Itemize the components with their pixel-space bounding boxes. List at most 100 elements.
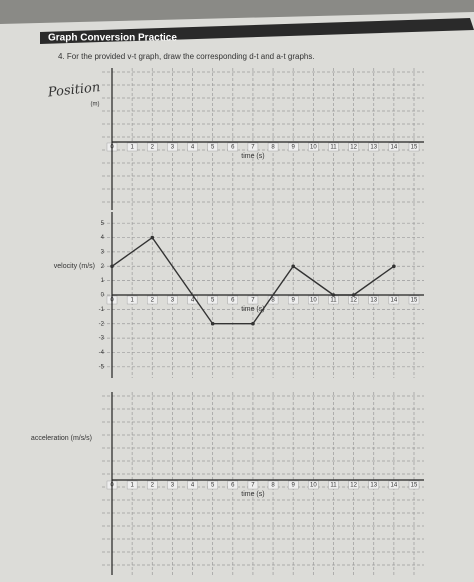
x-tick-label: 8 bbox=[271, 298, 275, 304]
tick-box bbox=[388, 480, 400, 490]
tick-box bbox=[408, 142, 420, 152]
x-tick-label: 4 bbox=[191, 483, 195, 489]
x-tick-label: 12 bbox=[350, 298, 357, 304]
x-tick-label: 5 bbox=[211, 298, 215, 304]
x-tick-label: 3 bbox=[171, 298, 175, 304]
x-tick-label: 8 bbox=[271, 483, 275, 489]
tick-box bbox=[368, 142, 379, 152]
y-tick-label: 2 bbox=[101, 264, 105, 270]
x-tick-label: 11 bbox=[330, 145, 337, 151]
x-tick-label: 15 bbox=[411, 483, 418, 489]
tick-box bbox=[147, 295, 158, 305]
tick-box bbox=[187, 480, 198, 490]
tick-box bbox=[126, 142, 138, 152]
shadow bbox=[0, 0, 474, 24]
x-tick-label: 11 bbox=[330, 483, 337, 489]
data-point bbox=[392, 264, 396, 269]
y-tick-label: -2 bbox=[99, 321, 105, 327]
x-tick-label: 14 bbox=[391, 298, 398, 304]
tick-box bbox=[288, 295, 299, 305]
tick-box bbox=[227, 295, 239, 305]
x-tick-label: 10 bbox=[310, 483, 317, 489]
x-tick-label: 15 bbox=[411, 145, 418, 151]
tick-box bbox=[388, 295, 400, 305]
tick-box bbox=[368, 295, 379, 305]
tick-box bbox=[308, 142, 319, 152]
x-tick-label: 12 bbox=[350, 145, 357, 151]
tick-box bbox=[408, 480, 420, 490]
x-tick-label: 1 bbox=[130, 298, 134, 304]
y-axis-label: acceleration (m/s/s) bbox=[31, 435, 92, 442]
tick-box bbox=[247, 142, 259, 152]
tick-box bbox=[288, 480, 299, 490]
tick-box bbox=[187, 142, 198, 152]
tick-box bbox=[207, 295, 218, 305]
tick-box bbox=[126, 295, 138, 305]
x-tick-label: 9 bbox=[292, 145, 296, 151]
x-tick-label: 10 bbox=[310, 298, 317, 304]
x-tick-label: 13 bbox=[370, 298, 377, 304]
x-axis-label: time (s) bbox=[241, 153, 264, 160]
tick-box bbox=[227, 142, 239, 152]
tick-box bbox=[368, 480, 379, 490]
x-tick-label: 9 bbox=[292, 483, 296, 489]
y-tick-label: 0 bbox=[101, 293, 105, 299]
handwritten-label: Position bbox=[46, 80, 101, 101]
x-tick-label: 6 bbox=[231, 483, 235, 489]
tick-box bbox=[408, 295, 420, 305]
x-tick-label: 14 bbox=[391, 145, 398, 151]
x-tick-label: 15 bbox=[411, 298, 418, 304]
header-title: Graph Conversion Practice bbox=[48, 33, 177, 44]
tick-box bbox=[267, 480, 279, 490]
x-tick-label: 13 bbox=[370, 145, 377, 151]
x-tick-label: 6 bbox=[231, 145, 235, 151]
tick-box bbox=[147, 480, 158, 490]
question: 4. For the provided v-t graph, draw the … bbox=[58, 52, 315, 61]
tick-box bbox=[308, 295, 319, 305]
data-point bbox=[110, 264, 114, 269]
tick-box bbox=[207, 142, 218, 152]
y-tick-label: -5 bbox=[99, 364, 105, 370]
x-tick-label: 13 bbox=[370, 483, 377, 489]
tick-box bbox=[308, 480, 319, 490]
data-point bbox=[331, 293, 336, 297]
x-tick-label: 7 bbox=[251, 298, 255, 304]
x-tick-label: 7 bbox=[251, 145, 255, 151]
tick-box bbox=[388, 142, 400, 152]
x-tick-label: 14 bbox=[391, 483, 398, 489]
y-tick-label: -1 bbox=[99, 307, 105, 313]
x-tick-label: 5 bbox=[211, 483, 215, 489]
y-tick-label: -3 bbox=[99, 336, 105, 342]
tick-box bbox=[207, 480, 218, 490]
x-tick-label: 1 bbox=[130, 145, 134, 151]
x-tick-label: 6 bbox=[231, 298, 235, 304]
data-point bbox=[351, 293, 356, 297]
data-point bbox=[291, 264, 296, 269]
header-bar bbox=[40, 18, 474, 44]
x-tick-label: 11 bbox=[330, 298, 337, 304]
y-tick-label: 3 bbox=[101, 249, 105, 255]
x-tick-label: 2 bbox=[151, 483, 155, 489]
x-tick-label: 4 bbox=[191, 145, 195, 151]
velocity-line bbox=[111, 236, 395, 325]
x-tick-label: 9 bbox=[292, 298, 296, 304]
data-point bbox=[150, 235, 155, 240]
data-point bbox=[251, 321, 255, 326]
x-axis-label: time (s) bbox=[241, 491, 264, 498]
x-axis-label: time (s) bbox=[241, 306, 264, 313]
tick-box bbox=[267, 142, 279, 152]
tick-box bbox=[247, 295, 259, 305]
tick-box bbox=[167, 480, 178, 490]
y-tick-label: 1 bbox=[101, 278, 105, 284]
x-tick-label: 10 bbox=[310, 145, 317, 151]
y-tick-label: -4 bbox=[99, 350, 105, 356]
x-tick-label: 3 bbox=[171, 483, 175, 489]
tick-box bbox=[328, 480, 339, 490]
x-tick-label: 4 bbox=[191, 298, 195, 304]
x-tick-label: 3 bbox=[171, 145, 175, 151]
x-tick-label: 2 bbox=[151, 298, 155, 304]
y-tick-label: 4 bbox=[101, 235, 105, 241]
x-tick-label: 2 bbox=[151, 145, 155, 151]
x-tick-label: 8 bbox=[271, 145, 275, 151]
data-point bbox=[210, 321, 215, 326]
